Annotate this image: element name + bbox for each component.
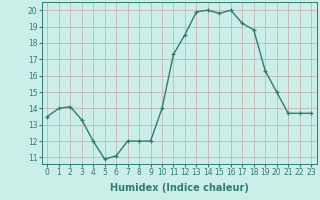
X-axis label: Humidex (Indice chaleur): Humidex (Indice chaleur) <box>110 183 249 193</box>
